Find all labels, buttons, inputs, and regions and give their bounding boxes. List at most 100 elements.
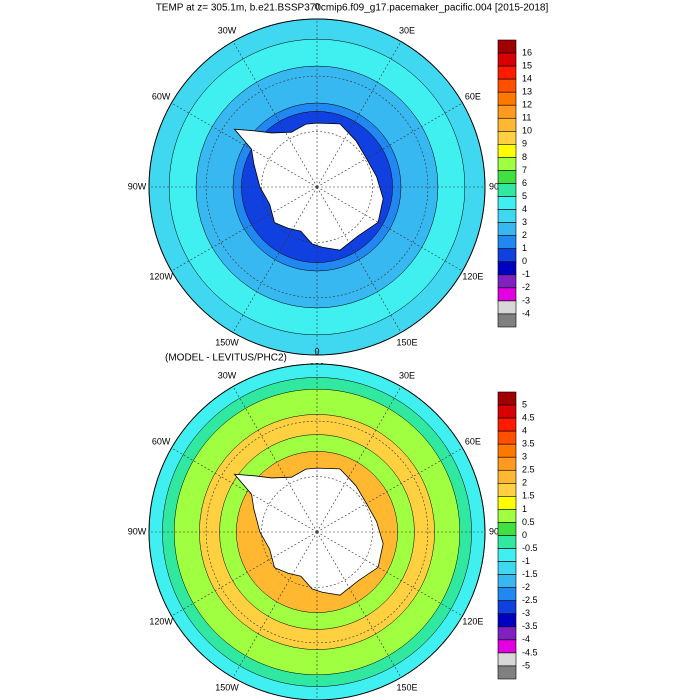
lon-label: 30W [218, 370, 237, 380]
colorbar-box [497, 509, 517, 523]
colorbar-box [497, 456, 517, 471]
graticule [205, 75, 429, 299]
colorbar-box [497, 235, 517, 250]
graticule [316, 531, 463, 617]
colorbar-box [497, 117, 517, 132]
colorbar-box [497, 131, 517, 145]
colorbar-label: -1 [522, 556, 530, 566]
colorbar-box [497, 469, 517, 484]
lon-label: 30E [399, 25, 415, 35]
colorbar-box [497, 626, 517, 641]
colorbar-label: 12 [522, 100, 532, 110]
colorbar-label: 6 [522, 178, 527, 188]
lon-label: 0 [314, 346, 319, 356]
colorbar-box [497, 39, 517, 54]
colorbar-label: 4 [522, 426, 527, 436]
colorbar-label: 0 [522, 256, 527, 266]
colorbar-box [497, 548, 517, 562]
lon-label: 0 [314, 1, 319, 11]
graticule [261, 131, 373, 243]
graticule [232, 531, 318, 678]
graticule [316, 186, 402, 333]
lon-label: 120E [462, 271, 483, 281]
lon-label: 30W [218, 25, 237, 35]
colorbar-label: -4 [522, 634, 530, 644]
antarctica [233, 122, 384, 251]
lon-label: 90W [128, 526, 147, 536]
colorbar-box [497, 196, 517, 210]
lon-label: 60E [465, 436, 481, 446]
title: TEMP at z= 305.1m, b.e21.BSSP370cmip6.f0… [156, 3, 549, 14]
lon-label: 60W [152, 91, 171, 101]
colorbar-box [497, 144, 517, 158]
map-panel: 0 30E 60E 90E 120E 150E 1 8 0 150W 120W 90W 60W 30W 16… [128, 1, 532, 371]
graticule [232, 41, 318, 188]
colorbar-box [497, 522, 517, 536]
colorbar-box [497, 65, 517, 80]
graticule [316, 186, 463, 272]
colorbar-label: 1 [522, 504, 527, 514]
colorbar-label: -5 [522, 660, 530, 670]
colorbar-label: 13 [522, 87, 532, 97]
graticule [171, 531, 318, 617]
colorbar-box [497, 274, 517, 289]
colorbar-label: 1 [522, 243, 527, 253]
colorbar-label: -2 [522, 582, 530, 592]
graticule [171, 186, 318, 272]
colorbar-label: 3 [522, 452, 527, 462]
antarctica [233, 467, 384, 596]
colorbar-box [497, 496, 517, 510]
graticule [316, 447, 463, 533]
lon-label: 60W [152, 436, 171, 446]
lon-label: 150E [396, 682, 417, 692]
colorbar-label: -1 [522, 269, 530, 279]
colorbar-label: 2 [522, 478, 527, 488]
colorbar-box [497, 300, 517, 315]
colorbar-label: -3 [522, 608, 530, 618]
colorbar-label: 5 [522, 399, 527, 409]
lon-label: 150E [396, 337, 417, 347]
graticule [316, 531, 402, 678]
colorbar-label: 4 [522, 204, 527, 214]
colorbar-label: 11 [522, 113, 531, 123]
graticule [316, 41, 402, 188]
colorbar-label: 10 [522, 126, 532, 136]
colorbar-box [497, 443, 517, 458]
graticule [171, 102, 318, 188]
colorbar-box [497, 613, 517, 628]
colorbar-box [497, 104, 517, 119]
colorbar-box [497, 222, 517, 236]
colorbar-label: 3.5 [522, 439, 535, 449]
colorbar-label: 2.5 [522, 465, 535, 475]
colorbar-label: -4 [522, 308, 530, 318]
colorbar-label: 0 [522, 530, 527, 540]
graticule [171, 447, 318, 533]
colorbar-label: 8 [522, 152, 527, 162]
colorbar-box [497, 483, 517, 497]
colorbar-box [497, 665, 517, 680]
graticule [232, 186, 318, 333]
colorbar-label: 1.5 [522, 491, 535, 501]
colorbar-box [497, 535, 517, 549]
colorbar-label: 16 [522, 47, 532, 57]
colorbar-box [497, 261, 517, 276]
colorbar-label: 9 [522, 139, 527, 149]
colorbar-label: -4.5 [522, 647, 538, 657]
lon-label: 120W [149, 616, 173, 626]
map-border [148, 363, 486, 700]
colorbar-label: 7 [522, 165, 527, 175]
colorbar-label: 3 [522, 217, 527, 227]
colorbar-label: -0.5 [522, 543, 538, 553]
colorbar-box [497, 78, 517, 93]
colorbar-box [497, 417, 517, 432]
colorbar-box [497, 209, 517, 223]
graticule [205, 420, 429, 644]
colorbar-box [497, 652, 517, 667]
colorbar-label: 5 [522, 191, 527, 201]
lon-label: 120W [149, 271, 173, 281]
colorbar-label: 15 [522, 60, 532, 70]
colorbar-label: 2 [522, 230, 527, 240]
graticule [316, 386, 402, 533]
colorbar-box [497, 587, 517, 602]
